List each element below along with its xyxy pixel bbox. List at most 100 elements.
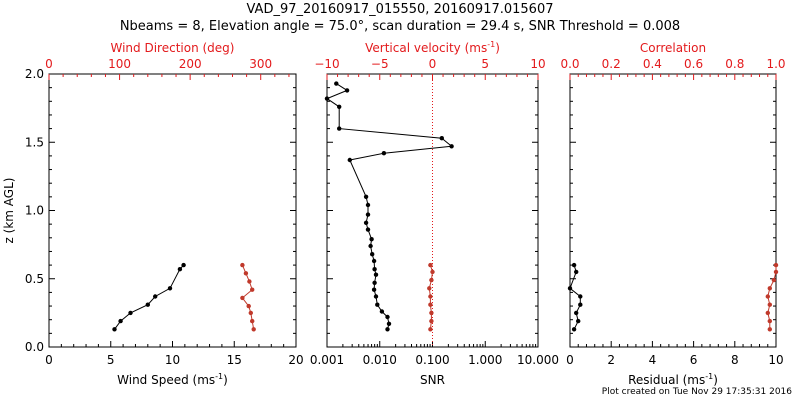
data-point — [574, 310, 579, 316]
plot-timestamp: Plot created on Tue Nov 29 17:35:31 2016 — [601, 387, 792, 397]
data-point — [247, 279, 252, 284]
data-point — [449, 144, 454, 149]
data-point — [386, 321, 392, 326]
top-tick-label: 0.2 — [602, 57, 621, 71]
top-axis-label: Vertical velocity (ms-1) — [365, 40, 500, 55]
data-point — [153, 294, 158, 299]
data-point — [369, 237, 374, 242]
x-tick-label: 8 — [731, 353, 739, 367]
data-point — [240, 262, 245, 268]
data-point — [574, 269, 579, 275]
x-tick-label: 0.100 — [415, 353, 449, 367]
x-tick-label: 6 — [690, 353, 698, 367]
data-point — [344, 88, 350, 93]
x-axis-label: Wind Speed (ms-1) — [117, 372, 228, 387]
data-point — [385, 327, 390, 332]
x-tick-label: 5 — [107, 353, 115, 367]
data-point — [430, 269, 435, 275]
data-point — [429, 277, 434, 283]
x-tick-label: 15 — [227, 353, 242, 367]
top-tick-label: 0 — [429, 57, 437, 71]
top-tick-label: 300 — [249, 57, 272, 71]
data-point — [428, 262, 433, 268]
data-point — [347, 157, 352, 163]
data-point — [427, 286, 432, 291]
top-tick-label: 0.0 — [560, 57, 579, 71]
y-axis-label: z (km AGL) — [2, 178, 16, 244]
y-tick-label: 1.0 — [25, 204, 44, 218]
data-point — [765, 310, 770, 316]
data-point — [767, 327, 772, 332]
x-tick-label: 1.000 — [468, 353, 502, 367]
data-point — [324, 96, 330, 101]
data-point — [181, 262, 186, 268]
series-line-left-bottom — [114, 264, 184, 330]
data-point — [248, 310, 253, 316]
data-point — [365, 212, 371, 217]
data-point — [428, 327, 433, 332]
data-point — [371, 287, 377, 292]
y-tick-label: 0.5 — [25, 272, 44, 286]
top-tick-label: −5 — [371, 57, 389, 71]
data-point — [145, 302, 150, 307]
data-point — [337, 104, 342, 110]
data-point — [381, 151, 387, 156]
data-point — [571, 327, 577, 332]
data-point — [118, 318, 123, 324]
chart-subtitle: Nbeams = 8, Elevation angle = 75.0°, sca… — [119, 19, 681, 34]
data-point — [767, 286, 772, 291]
data-point — [368, 243, 373, 249]
data-point — [372, 280, 377, 285]
data-point — [373, 294, 379, 299]
top-tick-label: 1.0 — [766, 57, 785, 71]
data-point — [112, 327, 117, 332]
data-point — [428, 302, 433, 307]
top-tick-label: 0 — [45, 57, 53, 71]
x-tick-label: 2 — [607, 353, 615, 367]
top-tick-label: 100 — [108, 57, 131, 71]
x-tick-label: 0.010 — [363, 353, 397, 367]
data-point — [370, 252, 375, 257]
data-point — [578, 302, 583, 307]
data-point — [128, 310, 133, 316]
data-point — [379, 309, 385, 314]
data-point — [372, 267, 377, 272]
x-tick-label: 10.000 — [517, 353, 559, 367]
top-tick-label: 10 — [530, 57, 545, 71]
top-tick-label: 0.6 — [684, 57, 703, 71]
top-tick-label: 0.4 — [643, 57, 662, 71]
data-point — [765, 294, 770, 299]
panel-frame-middle — [326, 73, 539, 348]
data-point — [250, 318, 255, 324]
data-point — [371, 258, 377, 264]
data-point — [576, 318, 581, 324]
data-point — [167, 286, 173, 291]
y-tick-label: 0.0 — [25, 340, 44, 354]
top-tick-label: 0.8 — [725, 57, 744, 71]
data-point — [363, 194, 369, 199]
y-tick-label: 2.0 — [25, 67, 44, 81]
series-line-middle-bottom — [325, 83, 453, 330]
data-point — [578, 294, 583, 299]
data-point — [771, 277, 777, 283]
data-point — [439, 136, 444, 141]
x-tick-label: 0 — [566, 353, 574, 367]
x-tick-label: 0 — [45, 353, 53, 367]
top-tick-label: 5 — [481, 57, 489, 71]
data-point — [250, 287, 255, 292]
data-point — [373, 272, 379, 277]
data-point — [767, 318, 772, 324]
data-point — [767, 302, 772, 307]
data-point — [365, 202, 371, 208]
data-point — [337, 126, 342, 131]
top-axis-label: Correlation — [640, 41, 706, 55]
x-axis-label: SNR — [420, 373, 445, 387]
chart-title: VAD_97_20160917_015550, 20160917.015607 — [246, 2, 554, 17]
data-point — [773, 262, 779, 268]
data-point — [365, 227, 371, 232]
data-point — [567, 286, 573, 291]
data-point — [251, 327, 256, 332]
data-point — [385, 314, 390, 320]
